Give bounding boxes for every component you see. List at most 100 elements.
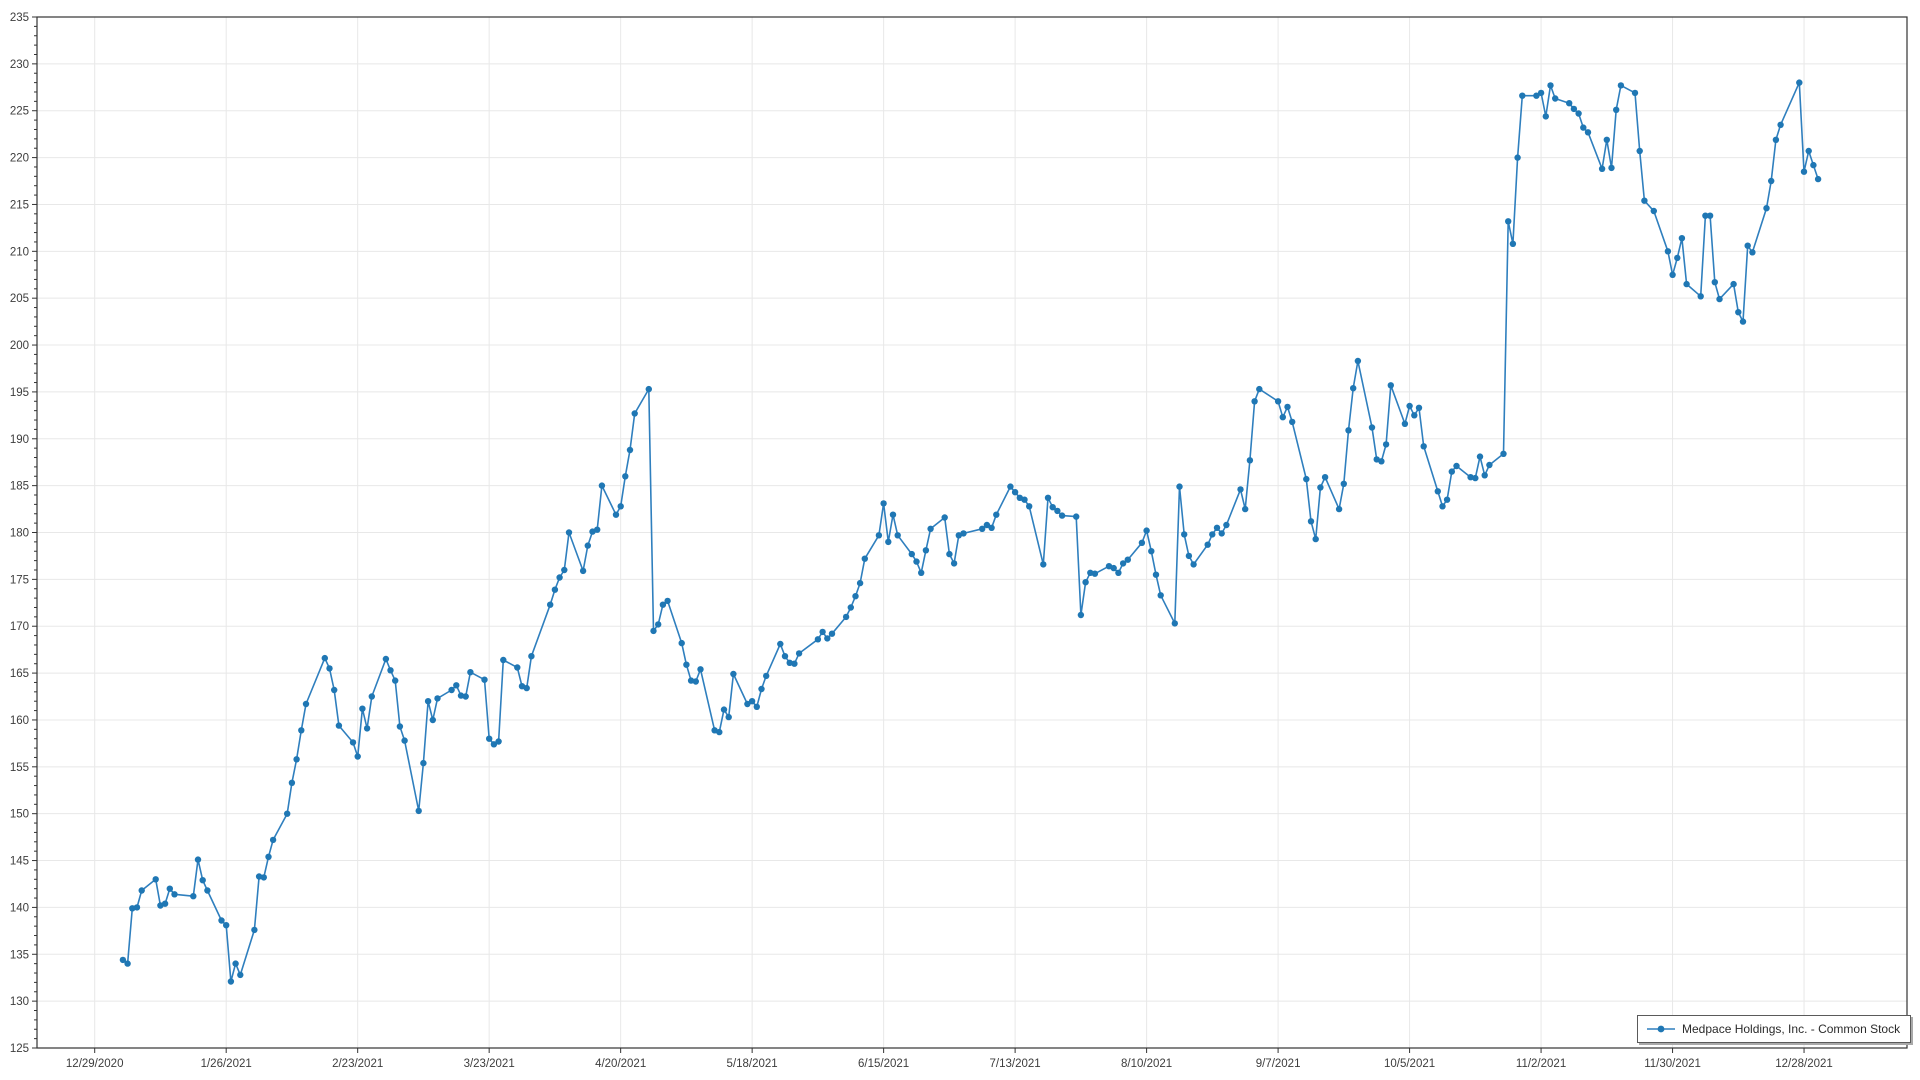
data-point <box>1763 205 1770 212</box>
data-point <box>363 725 371 732</box>
y-axis-label: 195 <box>10 387 29 399</box>
x-axis-label: 11/30/2021 <box>1644 1058 1701 1070</box>
x-axis-label: 9/7/2021 <box>1256 1058 1301 1070</box>
data-point <box>237 971 244 979</box>
y-axis-label: 205 <box>10 293 29 305</box>
data-point <box>1049 504 1056 511</box>
data-point <box>1340 480 1348 487</box>
data-point <box>1279 414 1287 421</box>
data-point <box>960 530 967 537</box>
data-point <box>424 698 432 705</box>
data-point <box>753 703 760 710</box>
data-point <box>941 514 948 521</box>
data-point <box>584 542 591 549</box>
data-point <box>1509 240 1517 247</box>
data-point <box>875 532 883 539</box>
data-point <box>988 524 995 531</box>
data-point <box>133 904 141 911</box>
data-point <box>462 693 469 700</box>
data-point <box>1171 620 1179 627</box>
data-point <box>1307 518 1315 525</box>
data-point <box>1772 136 1780 143</box>
y-axis-label: 210 <box>10 246 29 258</box>
data-point <box>856 579 864 587</box>
data-point <box>194 856 202 863</box>
data-point <box>1533 92 1540 99</box>
data-point <box>1580 124 1587 131</box>
data-point <box>1181 531 1188 538</box>
data-point <box>1570 105 1578 113</box>
y-axis-label: 200 <box>10 340 29 352</box>
x-axis-label: 12/28/2021 <box>1775 1058 1833 1070</box>
data-point <box>382 655 390 663</box>
data-point <box>1303 475 1310 483</box>
data-point <box>1636 147 1643 155</box>
y-axis-label: 135 <box>10 949 29 961</box>
data-point <box>1716 295 1723 303</box>
data-point <box>617 503 624 510</box>
data-point <box>349 739 357 746</box>
data-point <box>795 650 803 657</box>
data-point <box>1697 293 1704 300</box>
data-point <box>551 586 559 593</box>
data-point <box>913 558 920 565</box>
data-point <box>979 525 986 532</box>
data-point <box>1378 458 1385 465</box>
data-point <box>284 810 291 817</box>
data-point <box>326 665 333 672</box>
data-point <box>1350 385 1357 392</box>
y-axis-label: 220 <box>10 153 29 165</box>
data-point <box>655 621 662 628</box>
data-point <box>288 779 296 786</box>
data-point <box>1091 570 1099 577</box>
data-point <box>748 698 756 705</box>
data-point <box>763 672 770 680</box>
data-point <box>645 385 652 393</box>
data-point <box>1749 249 1756 256</box>
data-point <box>1800 168 1808 175</box>
legend: Medpace Holdings, Inc. - Common Stock <box>1637 1015 1912 1043</box>
data-point <box>777 640 784 648</box>
data-point <box>223 922 230 929</box>
data-point <box>1411 412 1418 419</box>
data-point <box>983 521 991 529</box>
y-axis-label: 160 <box>10 715 29 727</box>
data-point <box>1058 512 1066 519</box>
data-point <box>622 473 629 480</box>
data-point <box>1387 382 1395 389</box>
data-point <box>1810 161 1817 169</box>
data-point <box>171 891 178 898</box>
data-point <box>819 628 826 636</box>
data-point <box>486 735 493 742</box>
data-point <box>335 722 343 729</box>
legend-series-label: Medpace Holdings, Inc. - Common Stock <box>1682 1022 1901 1036</box>
data-point <box>1284 403 1291 411</box>
plot-border <box>36 16 1908 1049</box>
data-point <box>448 686 455 694</box>
data-point <box>1678 235 1686 242</box>
data-point <box>1415 404 1423 411</box>
data-point <box>1119 560 1127 567</box>
data-point <box>1021 496 1028 503</box>
data-point <box>1706 212 1714 219</box>
data-point <box>1148 548 1155 555</box>
data-point <box>119 956 127 964</box>
data-point <box>1420 443 1427 450</box>
data-point <box>1702 212 1709 219</box>
data-point <box>556 574 563 581</box>
data-point <box>1345 427 1352 434</box>
data-point <box>401 737 408 744</box>
data-point <box>1401 420 1409 427</box>
data-point <box>232 960 239 967</box>
data-point <box>392 677 399 684</box>
data-point <box>725 713 732 721</box>
data-point <box>1505 218 1512 225</box>
data-point <box>1237 486 1244 493</box>
data-point <box>528 653 535 660</box>
data-point <box>824 635 831 642</box>
data-point <box>678 639 685 647</box>
x-axis-label: 11/2/2021 <box>1516 1058 1566 1070</box>
data-point <box>1157 592 1164 599</box>
data-point <box>650 627 657 635</box>
legend-series-icon <box>1647 1025 1675 1033</box>
